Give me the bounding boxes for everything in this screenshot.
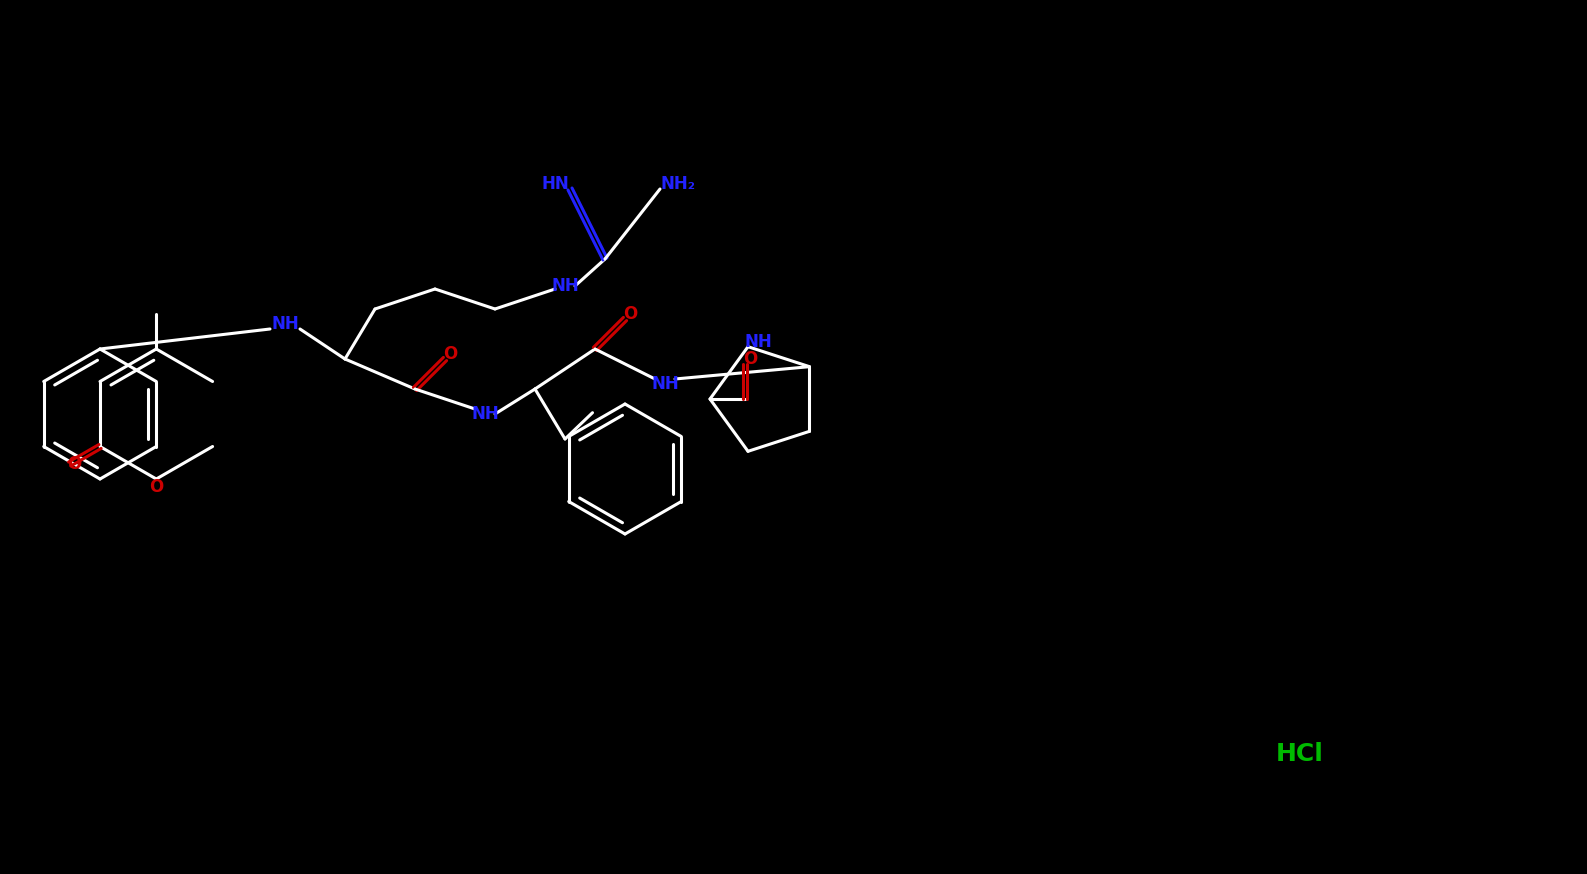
- Text: O: O: [149, 478, 163, 496]
- Text: O: O: [622, 305, 636, 323]
- Text: O: O: [68, 455, 83, 473]
- Text: O: O: [443, 345, 457, 363]
- Text: NH: NH: [651, 375, 679, 393]
- Text: NH: NH: [551, 277, 579, 295]
- Text: NH: NH: [744, 333, 771, 350]
- Text: HN: HN: [541, 175, 568, 193]
- Text: HCl: HCl: [1276, 742, 1324, 766]
- Text: NH: NH: [271, 315, 298, 333]
- Text: NH: NH: [471, 405, 498, 423]
- Text: O: O: [743, 350, 757, 368]
- Text: NH₂: NH₂: [660, 175, 695, 193]
